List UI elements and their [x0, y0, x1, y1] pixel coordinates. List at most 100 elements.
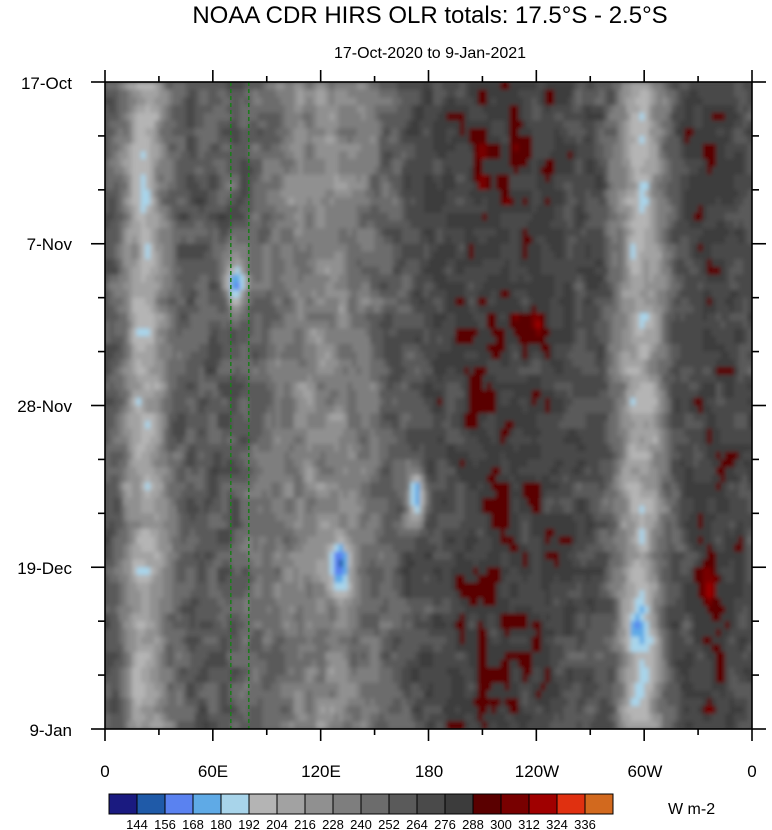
- heatmap-cell: [203, 621, 209, 630]
- heatmap-cell: [316, 220, 322, 229]
- heatmap-cell: [365, 544, 371, 553]
- heatmap-cell: [293, 413, 299, 422]
- heatmap-cell: [302, 628, 308, 638]
- heatmap-cell: [145, 667, 151, 676]
- heatmap-cell: [347, 205, 353, 214]
- heatmap-cell: [316, 521, 322, 530]
- heatmap-cell: [316, 205, 322, 214]
- heatmap-cell: [352, 89, 358, 98]
- heatmap-cell: [154, 97, 160, 106]
- heatmap-cell: [244, 497, 250, 507]
- heatmap-cell: [302, 251, 308, 260]
- heatmap-cell: [320, 420, 326, 430]
- heatmap-cell: [262, 390, 268, 399]
- heatmap-cell: [248, 559, 254, 568]
- heatmap-cell: [293, 613, 299, 622]
- heatmap-cell: [338, 559, 344, 568]
- heatmap-cell: [212, 313, 218, 322]
- heatmap-cell: [199, 567, 205, 576]
- heatmap-cell: [235, 89, 241, 98]
- heatmap-cell: [307, 698, 313, 707]
- heatmap-cell: [181, 482, 187, 491]
- heatmap-cell: [280, 243, 286, 253]
- heatmap-cell: [343, 682, 349, 692]
- heatmap-cell: [136, 182, 142, 191]
- heatmap-cell: [158, 97, 165, 106]
- heatmap-cell: [185, 174, 191, 183]
- heatmap-cell: [365, 159, 371, 168]
- heatmap-cell: [302, 682, 308, 692]
- heatmap-cell: [244, 166, 250, 176]
- heatmap-cell: [293, 236, 299, 245]
- heatmap-cell: [248, 613, 254, 622]
- heatmap-cell: [298, 605, 304, 615]
- heatmap-cell: [307, 289, 313, 299]
- heatmap-cell: [113, 328, 120, 337]
- heatmap-cell: [127, 289, 133, 299]
- heatmap-cell: [113, 590, 120, 599]
- heatmap-cell: [212, 166, 218, 176]
- heatmap-cell: [176, 205, 182, 214]
- heatmap-cell: [347, 112, 353, 122]
- heatmap-cell: [307, 636, 313, 645]
- heatmap-cell: [113, 343, 120, 353]
- heatmap-cell: [329, 451, 335, 461]
- heatmap-cell: [356, 297, 362, 306]
- heatmap-cell: [118, 567, 124, 576]
- heatmap-cell: [356, 598, 362, 607]
- heatmap-cell: [343, 374, 349, 383]
- heatmap-cell: [226, 135, 232, 145]
- heatmap-cell: [316, 289, 322, 299]
- heatmap-cell: [329, 667, 335, 676]
- heatmap-cell: [248, 212, 254, 222]
- heatmap-cell: [158, 135, 165, 145]
- heatmap-cell: [338, 513, 344, 522]
- heatmap-cell: [217, 675, 223, 684]
- heatmap-cell: [325, 343, 331, 353]
- heatmap-cell: [338, 405, 344, 414]
- heatmap-cell: [235, 482, 241, 491]
- heatmap-cell: [140, 544, 147, 553]
- heatmap-cell: [343, 690, 349, 699]
- heatmap-cell: [266, 97, 272, 106]
- heatmap-cell: [311, 220, 317, 229]
- heatmap-cell: [212, 336, 218, 345]
- heatmap-cell: [158, 189, 165, 199]
- heatmap-cell: [316, 359, 322, 368]
- heatmap-cell: [185, 459, 191, 468]
- heatmap-cell: [221, 659, 227, 668]
- heatmap-cell: [199, 482, 205, 491]
- heatmap-cell: [109, 705, 115, 715]
- heatmap-cell: [145, 174, 151, 183]
- heatmap-cell: [230, 143, 236, 152]
- heatmap-cell: [325, 428, 331, 437]
- heatmap-cell: [311, 105, 317, 114]
- heatmap-cell: [338, 582, 344, 591]
- heatmap-cell: [244, 713, 250, 722]
- heatmap-cell: [293, 159, 299, 168]
- heatmap-cell: [302, 259, 308, 268]
- heatmap-cell: [203, 166, 209, 176]
- heatmap-cell: [302, 405, 308, 414]
- heatmap-cell: [239, 259, 245, 268]
- heatmap-cell: [127, 721, 133, 729]
- heatmap-cell: [185, 544, 191, 553]
- heatmap-cell: [284, 621, 290, 630]
- heatmap-cell: [163, 490, 169, 499]
- heatmap-cell: [194, 297, 200, 306]
- heatmap-cell: [136, 359, 142, 368]
- heatmap-cell: [275, 259, 281, 268]
- heatmap-cell: [352, 505, 358, 514]
- heatmap-cell: [140, 551, 147, 561]
- heatmap-cell: [244, 521, 250, 530]
- heatmap-cell: [262, 220, 268, 229]
- heatmap-cell: [266, 675, 272, 684]
- heatmap-cell: [307, 490, 313, 499]
- heatmap-cell: [275, 159, 281, 168]
- heatmap-cell: [122, 243, 129, 253]
- heatmap-cell: [262, 582, 268, 591]
- heatmap-cell: [266, 413, 272, 422]
- heatmap-cell: [154, 89, 160, 98]
- heatmap-cell: [113, 105, 120, 114]
- heatmap-cell: [302, 228, 308, 237]
